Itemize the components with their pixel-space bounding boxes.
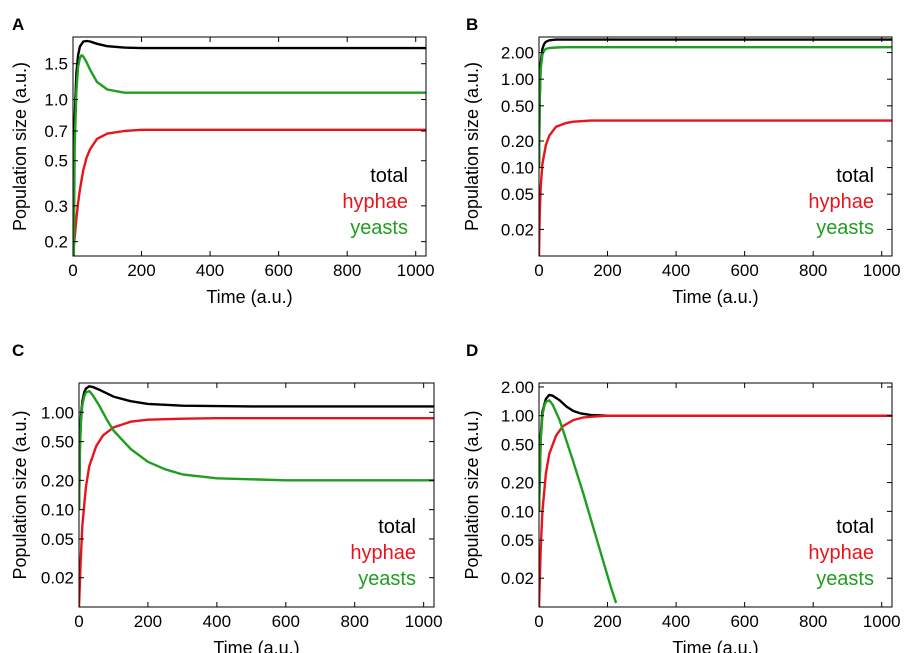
panel-label: C xyxy=(12,341,24,360)
series-line-hyphae xyxy=(539,119,892,256)
y-tick-label: 0.50 xyxy=(41,433,74,452)
y-tick-label: 0.10 xyxy=(41,501,74,520)
y-tick-label: 1.00 xyxy=(41,403,74,422)
y-axis-label: Population size (a.u.) xyxy=(10,410,30,579)
y-axis-label: Population size (a.u.) xyxy=(462,62,482,231)
series-line-total xyxy=(539,393,892,512)
legend-entry-hyphae: hyphae xyxy=(350,542,416,564)
y-tick-label: 0.02 xyxy=(501,220,534,239)
legend-entry-hyphae: hyphae xyxy=(342,191,408,213)
y-tick-label: 1.5 xyxy=(44,55,68,74)
y-tick-label: 0.02 xyxy=(501,569,534,588)
legend-entry-total: total xyxy=(836,165,874,187)
chart-panel-a: A 0 200 400 600 800 1000 0.2 0.3 0.5 0.7 1.0 1.5 Time… xyxy=(10,15,435,307)
y-tick-label: 0.7 xyxy=(44,122,68,141)
x-tick-label: 400 xyxy=(196,261,224,280)
series-line-hyphae xyxy=(79,417,434,607)
y-tick-label: 0.20 xyxy=(41,471,74,490)
x-tick-label: 800 xyxy=(341,612,369,631)
y-axis-label: Population size (a.u.) xyxy=(10,62,30,231)
x-tick-label: 0 xyxy=(534,261,543,280)
x-tick-label: 400 xyxy=(662,612,690,631)
chart-panel-d: D 0 200 400 600 800 1000 0.02 0.05 0.10 0.20 0.50 1.… xyxy=(462,341,901,653)
series-line-yeasts xyxy=(539,399,618,604)
x-axis-label: Time (a.u.) xyxy=(206,287,292,307)
series-line-total xyxy=(79,385,434,510)
x-tick-label: 1000 xyxy=(863,261,901,280)
panel-label: A xyxy=(12,15,24,34)
legend-entry-total: total xyxy=(836,516,874,538)
legend-entry-yeasts: yeasts xyxy=(816,568,874,590)
y-tick-label: 0.50 xyxy=(501,97,534,116)
y-tick-label: 0.20 xyxy=(501,132,534,151)
chart-panel-c: C 0 200 400 600 800 1000 0.02 0.05 0.10 0.20 0.50 1.… xyxy=(10,341,443,653)
y-tick-label: 0.05 xyxy=(501,185,534,204)
x-tick-label: 200 xyxy=(593,261,621,280)
x-tick-label: 800 xyxy=(799,612,827,631)
y-axis-label: Population size (a.u.) xyxy=(462,410,482,579)
x-tick-label: 1000 xyxy=(405,612,443,631)
series-line-yeasts xyxy=(539,46,892,168)
series-line-hyphae xyxy=(73,128,426,256)
series-line-yeasts xyxy=(73,54,426,256)
x-tick-label: 600 xyxy=(264,261,292,280)
plot-frame xyxy=(538,382,893,608)
series-line-total xyxy=(539,38,892,168)
y-tick-label: 0.05 xyxy=(41,530,74,549)
y-tick-label: 0.02 xyxy=(41,569,74,588)
y-tick-label: 0.50 xyxy=(501,436,534,455)
plot-frame xyxy=(72,36,427,257)
panel-label: D xyxy=(466,341,478,360)
y-tick-label: 0.2 xyxy=(44,233,68,252)
legend-entry-hyphae: hyphae xyxy=(808,191,874,213)
x-tick-label: 0 xyxy=(68,261,77,280)
y-tick-label: 0.10 xyxy=(501,159,534,178)
panel-label: B xyxy=(466,15,478,34)
x-tick-label: 200 xyxy=(593,612,621,631)
x-axis-label: Time (a.u.) xyxy=(213,638,299,653)
plot-frame xyxy=(78,382,435,608)
y-tick-label: 0.05 xyxy=(501,531,534,550)
y-tick-label: 0.3 xyxy=(44,197,68,216)
x-axis-label: Time (a.u.) xyxy=(672,287,758,307)
x-tick-label: 0 xyxy=(74,612,83,631)
legend-entry-total: total xyxy=(378,516,416,538)
plot-frame xyxy=(538,36,893,257)
x-tick-label: 800 xyxy=(799,261,827,280)
x-tick-label: 600 xyxy=(272,612,300,631)
x-tick-label: 800 xyxy=(333,261,361,280)
x-tick-label: 200 xyxy=(127,261,155,280)
chart-panel-b: B 0 200 400 600 800 1000 0.02 0.05 0.10 0.20 0.50 1.… xyxy=(462,15,901,307)
x-tick-label: 600 xyxy=(730,261,758,280)
legend-entry-yeasts: yeasts xyxy=(358,568,416,590)
legend-entry-yeasts: yeasts xyxy=(816,217,874,239)
legend-entry-total: total xyxy=(370,165,408,187)
x-tick-label: 400 xyxy=(203,612,231,631)
legend-entry-hyphae: hyphae xyxy=(808,542,874,564)
y-tick-label: 0.10 xyxy=(501,502,534,521)
y-tick-label: 0.20 xyxy=(501,474,534,493)
y-tick-label: 1.0 xyxy=(44,91,68,110)
x-tick-label: 400 xyxy=(662,261,690,280)
y-tick-label: 2.00 xyxy=(501,44,534,63)
x-tick-label: 600 xyxy=(730,612,758,631)
y-tick-label: 2.00 xyxy=(501,378,534,397)
x-axis-label: Time (a.u.) xyxy=(672,638,758,653)
y-tick-label: 0.5 xyxy=(44,152,68,171)
y-tick-label: 1.00 xyxy=(501,70,534,89)
x-tick-label: 200 xyxy=(134,612,162,631)
y-tick-label: 1.00 xyxy=(501,407,534,426)
x-tick-label: 1000 xyxy=(863,612,901,631)
legend-entry-yeasts: yeasts xyxy=(350,217,408,239)
x-tick-label: 1000 xyxy=(397,261,435,280)
x-tick-label: 0 xyxy=(534,612,543,631)
series-line-yeasts xyxy=(79,389,434,510)
